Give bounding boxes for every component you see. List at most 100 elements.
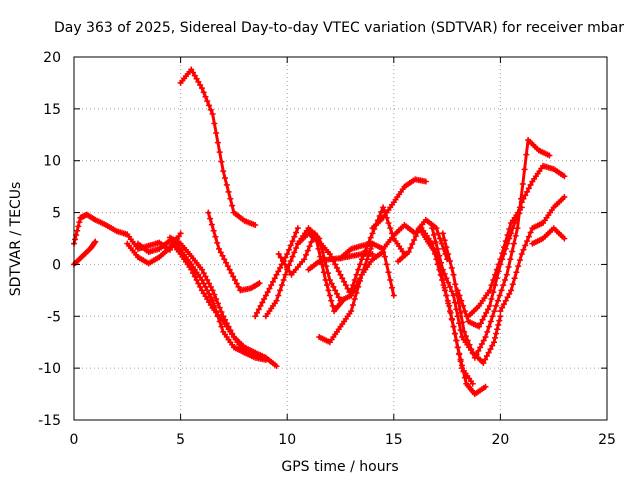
data-point-marker (500, 251, 507, 258)
data-point-marker (293, 245, 300, 252)
data-point-marker (479, 316, 486, 323)
data-point-marker (498, 287, 505, 294)
data-point-marker (261, 296, 268, 302)
data-point-marker (450, 292, 457, 299)
data-point-marker (508, 230, 515, 237)
data-point-marker (432, 251, 439, 258)
data-point-marker (344, 285, 351, 292)
data-point-marker (387, 225, 394, 232)
data-point-marker (360, 251, 367, 258)
data-point-marker (434, 261, 441, 268)
series-sat-x (454, 162, 568, 330)
data-point-marker (280, 276, 287, 283)
data-point-marker (436, 235, 443, 242)
data-point-marker (195, 280, 202, 287)
data-point-marker (493, 302, 500, 309)
data-point-marker (407, 245, 414, 252)
data-point-marker (503, 271, 510, 278)
data-point-marker (502, 276, 509, 283)
data-point-marker (215, 245, 222, 252)
data-point-marker (515, 263, 522, 270)
data-point-marker (561, 173, 568, 180)
data-point-marker (75, 223, 82, 230)
x-axis-label: GPS time / hours (281, 459, 398, 475)
data-point-marker (478, 340, 485, 347)
data-point-marker (332, 287, 339, 294)
data-point-marker (275, 268, 282, 275)
data-point-marker (443, 292, 450, 299)
data-point-marker (289, 238, 296, 245)
data-point-marker (385, 219, 392, 226)
data-point-marker (328, 297, 335, 304)
data-point-marker (190, 69, 197, 76)
data-point-marker (319, 249, 326, 256)
data-point-marker (523, 151, 530, 158)
series-sat-q (369, 176, 429, 232)
data-point-marker (264, 289, 271, 296)
data-point-marker (223, 181, 230, 188)
data-point-marker (198, 266, 205, 273)
data-point-marker (220, 168, 227, 175)
data-point-marker (490, 289, 497, 296)
data-point-marker (195, 78, 202, 85)
data-point-marker (484, 328, 491, 335)
data-point-marker (72, 236, 79, 243)
data-point-marker (460, 302, 467, 309)
x-tick-label: 25 (598, 432, 616, 448)
data-point-marker (494, 326, 501, 333)
data-point-marker (461, 374, 468, 381)
data-point-marker (409, 241, 416, 248)
series-sat-t (418, 225, 489, 398)
data-point-marker (348, 292, 355, 299)
data-point-marker (214, 300, 221, 307)
y-tick-label: 10 (43, 154, 61, 170)
data-point-marker (380, 204, 387, 211)
data-point-marker (284, 264, 291, 271)
data-point-marker (271, 275, 278, 282)
data-point-marker (453, 306, 460, 313)
data-point-marker (486, 287, 493, 294)
data-point-marker (376, 213, 383, 220)
data-point-marker (519, 181, 526, 188)
data-point-marker (513, 214, 520, 221)
data-point-marker (439, 230, 446, 237)
y-axis-label: SDTVAR / TECUs (8, 182, 24, 297)
data-point-marker (177, 230, 184, 237)
data-point-marker (211, 120, 218, 127)
data-point-marker (217, 249, 224, 256)
data-point-marker (480, 359, 487, 366)
data-point-marker (230, 273, 237, 280)
series-sat-b (71, 238, 99, 268)
plot-border (73, 56, 608, 421)
data-point-marker (481, 313, 488, 320)
data-point-marker (488, 296, 495, 302)
data-point-marker (207, 106, 214, 113)
data-point-marker (357, 277, 364, 284)
data-point-marker (284, 251, 291, 258)
data-point-marker (443, 275, 450, 282)
data-point-marker (362, 247, 369, 254)
data-point-marker (200, 270, 207, 277)
data-point-marker (461, 328, 468, 335)
series-sat-k (275, 230, 346, 315)
data-point-marker (383, 261, 390, 268)
data-point-marker (227, 327, 234, 334)
data-point-marker (441, 270, 448, 277)
data-point-marker (432, 238, 439, 245)
data-point-marker (204, 287, 211, 294)
data-point-marker (316, 235, 323, 242)
series-sat-h (205, 209, 263, 294)
series-group (71, 66, 568, 398)
data-point-marker (520, 246, 527, 253)
chart-title: Day 363 of 2025, Sidereal Day-to-day VTE… (54, 20, 624, 36)
data-point-marker (464, 337, 471, 344)
data-point-marker (214, 239, 221, 246)
data-point-marker (470, 350, 477, 357)
series-sat-i (252, 225, 301, 320)
data-point-marker (198, 85, 205, 92)
data-point-marker (202, 283, 209, 290)
data-point-marker (214, 139, 221, 146)
data-point-marker (496, 317, 503, 324)
data-point-marker (262, 292, 269, 299)
data-point-marker (451, 330, 458, 337)
